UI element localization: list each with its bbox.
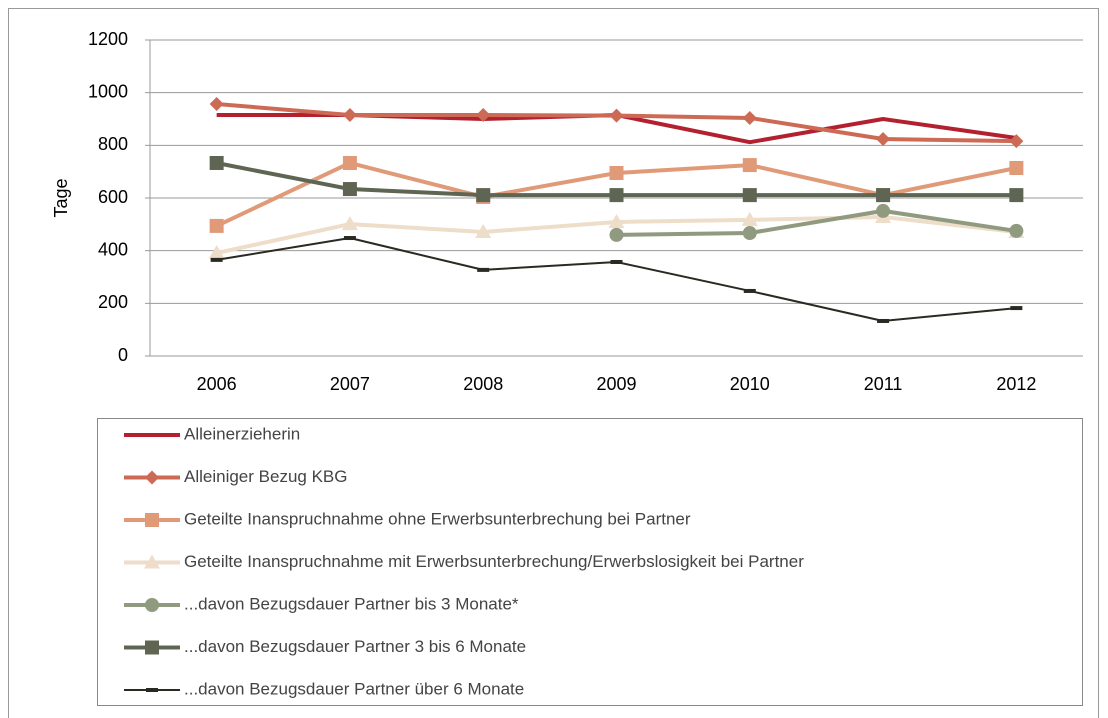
y-tick-label: 0 (118, 345, 128, 365)
data-point (209, 218, 224, 233)
y-tick-label: 1200 (88, 29, 128, 49)
legend-marker (145, 513, 159, 527)
x-tick-label: 2006 (197, 374, 237, 394)
data-point (741, 211, 758, 226)
legend-marker (146, 688, 158, 692)
x-tick-label: 2008 (463, 374, 503, 394)
y-tick-label: 800 (98, 134, 128, 154)
data-point (1009, 160, 1024, 175)
y-tick-label: 400 (98, 239, 128, 259)
y-axis-label: Tage (51, 178, 71, 217)
data-point (877, 318, 890, 323)
legend-marker (145, 470, 159, 485)
data-point (214, 112, 220, 118)
y-tick-label: 1000 (88, 81, 128, 101)
x-tick-label: 2011 (864, 374, 903, 394)
data-point (209, 96, 224, 111)
data-point (476, 188, 491, 203)
data-point (610, 259, 623, 264)
data-point (1010, 306, 1023, 311)
data-point (1009, 223, 1024, 238)
legend-marker (144, 554, 160, 569)
legend-label: ...davon Bezugsdauer Partner 3 bis 6 Mon… (184, 637, 526, 656)
data-point (747, 139, 753, 145)
data-point (343, 236, 356, 241)
data-point (342, 155, 357, 170)
series-line (616, 208, 1017, 237)
legend-label: ...davon Bezugsdauer Partner über 6 Mona… (184, 679, 524, 698)
legend-marker (145, 640, 159, 655)
legend-label: Geteilte Inanspruchnahme mit Erwerbsunte… (184, 552, 804, 571)
y-tick-label: 600 (98, 187, 128, 207)
data-point (880, 116, 886, 122)
data-point (476, 108, 491, 123)
data-point (876, 188, 891, 203)
x-tick-label: 2010 (730, 374, 770, 394)
data-point (742, 158, 757, 173)
legend-label: Alleiniger Bezug KBG (184, 467, 347, 486)
data-point (209, 155, 224, 170)
legend-box (97, 418, 1083, 706)
data-point (609, 165, 624, 180)
data-point (609, 108, 624, 123)
data-point (208, 245, 225, 260)
data-point (342, 108, 357, 123)
data-point (342, 182, 357, 197)
data-point (210, 257, 223, 262)
y-tick-label: 200 (98, 292, 128, 312)
data-point (876, 203, 891, 218)
data-point (609, 188, 624, 203)
data-point (609, 227, 624, 242)
legend-marker (145, 598, 159, 612)
x-tick-label: 2009 (596, 374, 636, 394)
x-tick-label: 2012 (996, 374, 1036, 394)
frame (8, 8, 1099, 718)
legend-label: Alleinerzieherin (184, 424, 300, 443)
data-point (477, 267, 490, 272)
data-point (742, 110, 757, 125)
data-point (341, 216, 358, 231)
data-point (1009, 188, 1024, 203)
data-point (743, 288, 756, 293)
x-tick-label: 2007 (330, 374, 370, 394)
legend-label: Geteilte Inanspruchnahme ohne Erwerbsunt… (184, 509, 691, 528)
data-point (475, 223, 492, 238)
legend-label: ...davon Bezugsdauer Partner bis 3 Monat… (184, 594, 519, 613)
data-point (742, 226, 757, 241)
data-point (742, 188, 757, 203)
data-point (876, 132, 891, 147)
data-point (1009, 134, 1024, 149)
data-point (608, 213, 625, 228)
